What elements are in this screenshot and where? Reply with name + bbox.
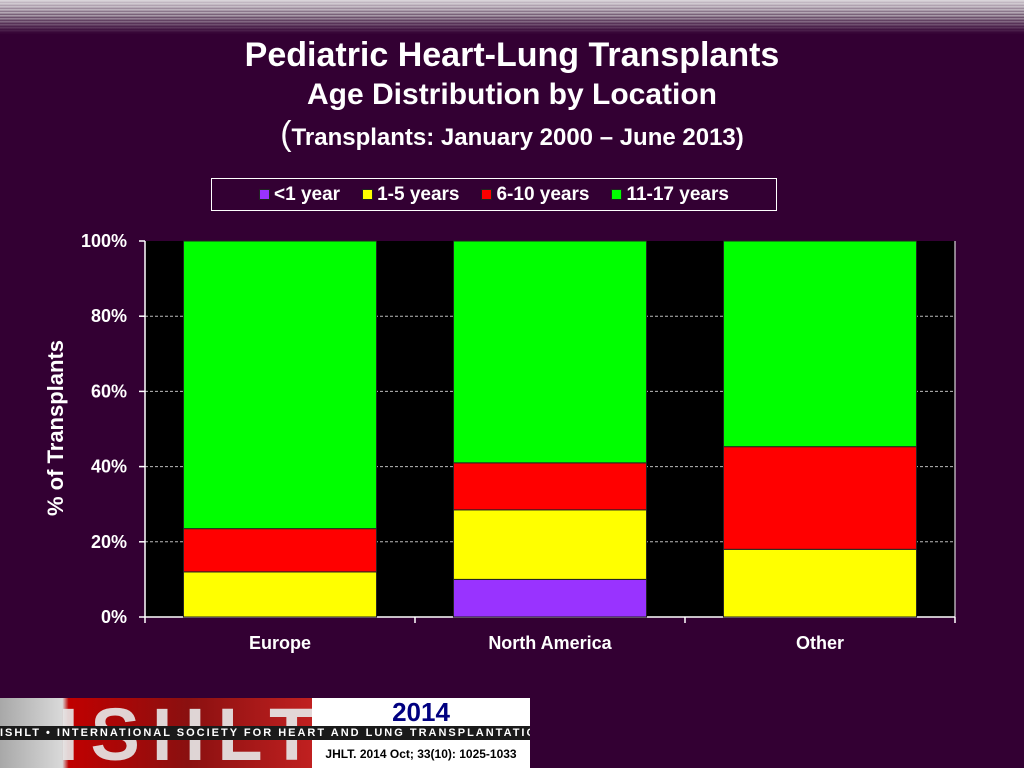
chart-date-range: (Transplants: January 2000 – June 2013) <box>0 114 1024 158</box>
legend-item-1-5: 1-5 years <box>362 184 459 206</box>
bar-segment-1-year <box>452 578 648 618</box>
y-tick-label: 100% <box>81 231 127 251</box>
bar-segment-11-17-years <box>452 240 648 464</box>
legend-swatch-1-5 <box>362 189 374 200</box>
legend-label-lt1: <1 year <box>274 183 341 205</box>
y-tick-label: 20% <box>91 532 127 552</box>
legend-label-6-10: 6-10 years <box>496 183 590 205</box>
date-range-paren: ( <box>280 115 292 153</box>
chart-title: Pediatric Heart-Lung Transplants <box>244 36 780 74</box>
top-decorative-band <box>0 0 1024 34</box>
y-tick-label: 0% <box>101 607 127 627</box>
legend: <1 year 1-5 years 6-10 years 11-17 years <box>211 178 777 211</box>
org-name-strip: ISHLT • INTERNATIONAL SOCIETY FOR HEART … <box>0 726 530 740</box>
report-year: 2014 <box>312 698 530 726</box>
bar-segment-1-5-years <box>182 571 378 618</box>
bar-segment-1-5-years <box>722 548 918 618</box>
legend-label-1-5: 1-5 years <box>377 183 460 205</box>
citation: JHLT. 2014 Oct; 33(10): 1025-1033 <box>312 740 530 768</box>
y-tick-label: 60% <box>91 381 127 401</box>
legend-label-11-17: 11-17 years <box>626 183 729 205</box>
legend-item-6-10: 6-10 years <box>481 184 589 206</box>
x-category-label: Europe <box>249 633 311 653</box>
legend-swatch-11-17 <box>611 189 623 200</box>
bar-segment-11-17-years <box>722 240 918 448</box>
y-tick-label: 80% <box>91 306 127 326</box>
legend-swatch-lt1 <box>259 189 271 200</box>
bar-segment-6-10-years <box>182 528 378 573</box>
chart-subtitle: Age Distribution by Location <box>307 78 717 111</box>
legend-item-lt1: <1 year <box>259 184 340 206</box>
x-category-label: North America <box>488 633 612 653</box>
legend-swatch-6-10 <box>481 189 493 200</box>
bar-segment-6-10-years <box>722 446 918 550</box>
title-block: Pediatric Heart-Lung Transplants Age Dis… <box>0 34 1024 158</box>
x-category-label: Other <box>796 633 844 653</box>
bar-segment-1-5-years <box>452 509 648 580</box>
legend-item-11-17: 11-17 years <box>611 184 729 206</box>
date-range-text: Transplants: January 2000 – June 2013) <box>291 124 744 151</box>
bar-segment-6-10-years <box>452 462 648 511</box>
y-tick-label: 40% <box>91 457 127 477</box>
bar-segment-11-17-years <box>182 240 378 530</box>
